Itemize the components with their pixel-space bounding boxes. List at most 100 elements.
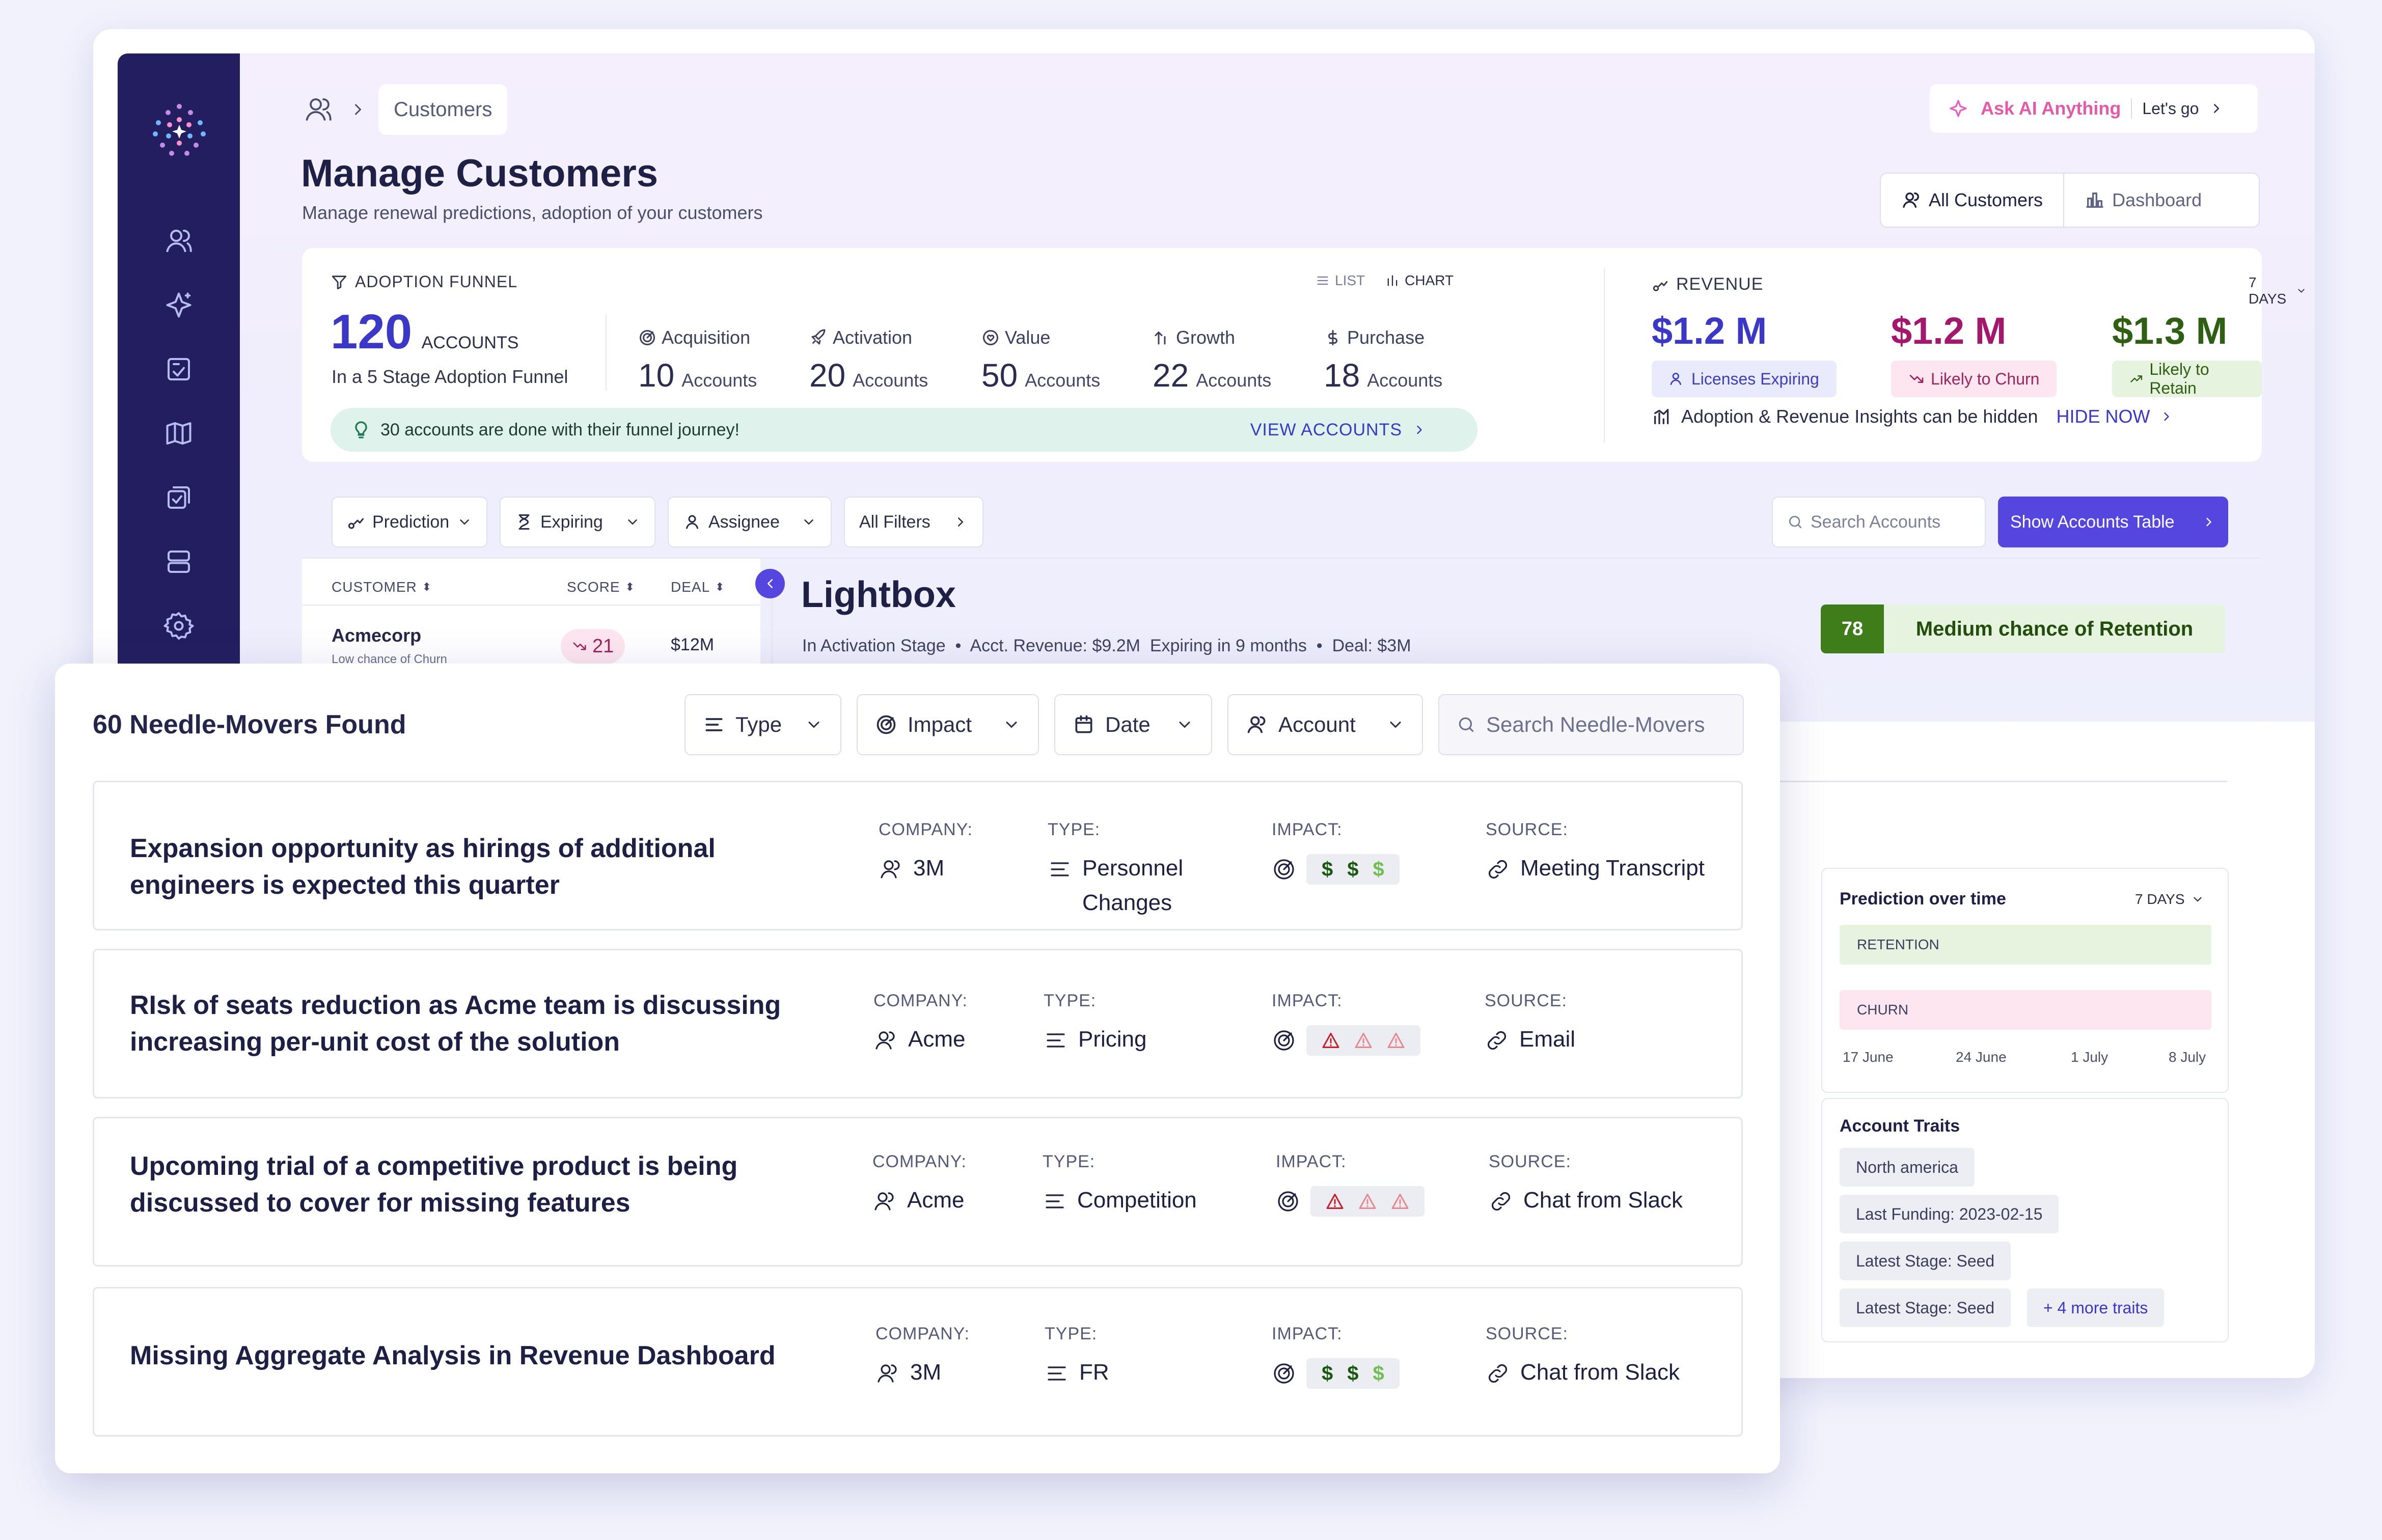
revenue-icon	[1653, 281, 1668, 291]
calendar-icon	[1075, 715, 1092, 733]
list-view-label: LIST	[1335, 272, 1365, 288]
list-view-button[interactable]: LIST	[1316, 272, 1365, 289]
stage-name: Activation	[833, 327, 913, 348]
stage-count: 18	[1324, 357, 1360, 394]
show-accounts-table-button[interactable]: Show Accounts Table	[1998, 497, 2228, 547]
column-customer[interactable]: CUSTOMER ⬍	[332, 579, 432, 595]
users-icon[interactable]	[303, 94, 334, 125]
chart-view-button[interactable]: CHART	[1385, 272, 1454, 289]
funnel-banner-text: 30 accounts are done with their funnel j…	[380, 420, 740, 439]
revenue-range-select[interactable]: 7 DAYS	[2249, 274, 2307, 307]
funnel-total-unit: ACCOUNTS	[421, 333, 519, 352]
customers-nav-icon[interactable]	[118, 221, 240, 261]
chevron-right-icon	[2209, 101, 2224, 116]
stage-unit: Accounts	[853, 370, 928, 391]
revenue-value: $1.3 M	[2112, 310, 2228, 352]
breadcrumb-current[interactable]: Customers	[378, 84, 508, 135]
trend-down-icon	[1909, 375, 1924, 383]
needle-mover-title: RIsk of seats reduction as Acme team is …	[130, 991, 781, 1057]
prediction-range-select[interactable]: 7 DAYS	[2135, 891, 2204, 908]
view-accounts-link[interactable]: VIEW ACCOUNTS	[1250, 420, 1402, 439]
tasks-nav-icon[interactable]	[118, 477, 240, 518]
revenue-value: $1.2 M	[1652, 310, 1767, 352]
impact-rating	[1306, 1025, 1420, 1056]
bar-chart-icon	[2086, 193, 2103, 208]
warning-icon	[1387, 1033, 1405, 1048]
link-icon	[1487, 1031, 1507, 1050]
stage-count: 20	[809, 357, 846, 394]
search-accounts-input[interactable]: Search Accounts	[1772, 497, 1986, 547]
stage-acquisition[interactable]: Acquisition 10 Accounts	[638, 327, 757, 394]
sidebar	[118, 53, 240, 695]
trend-up-icon	[2130, 375, 2143, 382]
stage-value[interactable]: Value 50 Accounts	[981, 327, 1100, 394]
table-row[interactable]: Acmecorp Low chance of Churn	[332, 625, 447, 667]
needle-mover-card[interactable]: RIsk of seats reduction as Acme team is …	[93, 949, 1743, 1098]
account-name: Lightbox	[801, 574, 956, 615]
stage-name: Purchase	[1347, 327, 1425, 348]
insights-hide-note: Adoption & Revenue Insights can be hidde…	[1652, 406, 2174, 427]
stage-activation[interactable]: Activation 20 Accounts	[809, 327, 928, 394]
column-deal[interactable]: DEAL ⬍	[671, 579, 725, 595]
stage-purchase[interactable]: Purchase 18 Accounts	[1324, 327, 1442, 394]
trait-chip: Last Funding: 2023-02-15	[1840, 1195, 2059, 1233]
collapse-table-button[interactable]	[755, 569, 785, 598]
hide-now-link[interactable]: HIDE NOW	[2056, 406, 2150, 427]
target-icon	[1278, 1191, 1298, 1212]
account-filter[interactable]: Account	[1227, 694, 1423, 755]
ask-ai-button[interactable]: Ask AI Anything Let's go	[1930, 84, 2258, 133]
impact-label: IMPACT:	[1276, 1152, 1347, 1171]
revenue-badge-label: Likely to Retain	[2149, 360, 2209, 397]
impact-filter[interactable]: Impact	[857, 694, 1039, 755]
chevron-down-icon	[808, 722, 819, 728]
customers-table: CUSTOMER ⬍ SCORE ⬍ DEAL ⬍ Acmecorp Low chan…	[302, 559, 760, 681]
impact-rating: $ $ $	[1306, 1358, 1400, 1389]
search-needle-movers-input[interactable]: Search Needle-Movers	[1438, 694, 1744, 755]
date-filter-label: Date	[1105, 712, 1151, 736]
stage-unit: Accounts	[1196, 370, 1272, 391]
revenue-likely-to-retain[interactable]: $1.3 M Likely to Retain	[2112, 309, 2262, 397]
tab-dashboard[interactable]: Dashboard	[2064, 174, 2222, 227]
date-tick: 1 July	[2071, 1049, 2109, 1065]
chevron-down-icon	[1179, 722, 1190, 728]
filter-funnel-icon	[332, 275, 347, 289]
column-score[interactable]: SCORE ⬍	[567, 579, 635, 595]
settings-nav-icon[interactable]	[118, 606, 240, 646]
impact-field: IMPACT:	[1276, 1152, 1425, 1217]
source-label: SOURCE:	[1486, 1324, 1568, 1343]
stage-growth[interactable]: Growth 22 Accounts	[1153, 327, 1271, 394]
revenue-licenses-expiring[interactable]: $1.2 M Licenses Expiring	[1652, 309, 1837, 397]
tab-all-customers[interactable]: All Customers	[1881, 174, 2065, 227]
prediction-filter[interactable]: Prediction	[332, 497, 487, 547]
app-logo[interactable]	[151, 102, 207, 158]
prediction-title: Prediction over time	[1840, 889, 2006, 909]
type-label: TYPE:	[1044, 991, 1097, 1010]
impact-label: IMPACT:	[1272, 1324, 1343, 1343]
revenue-likely-to-churn[interactable]: $1.2 M Likely to Churn	[1891, 309, 2057, 397]
insights-icon	[1654, 409, 1669, 424]
company-value: 3M	[910, 1360, 942, 1385]
type-filter[interactable]: Type	[685, 694, 841, 755]
needle-mover-card[interactable]: Missing Aggregate Analysis in Revenue Da…	[93, 1287, 1743, 1437]
chevron-right-icon	[2164, 412, 2169, 421]
lightbulb-icon	[355, 421, 367, 438]
row-score-value: 21	[592, 635, 614, 657]
needle-mover-card[interactable]: Expansion opportunity as hirings of addi…	[93, 781, 1743, 930]
ai-sparkle-nav-icon[interactable]	[118, 285, 240, 325]
all-filters-button[interactable]: All Filters	[844, 497, 983, 547]
map-nav-icon[interactable]	[118, 413, 240, 454]
assignee-filter[interactable]: Assignee	[668, 497, 832, 547]
needle-filters: Type Impact Date Account Search Needle-M…	[685, 694, 1744, 755]
source-field: SOURCE: Email	[1485, 991, 1575, 1057]
retention-score-value: 78	[1821, 604, 1884, 653]
more-traits-link[interactable]: + 4 more traits	[2027, 1288, 2165, 1327]
needle-mover-card[interactable]: Upcoming trial of a competitive product …	[93, 1117, 1743, 1267]
date-filter[interactable]: Date	[1054, 694, 1212, 755]
expiring-filter[interactable]: Expiring	[500, 497, 655, 547]
database-nav-icon[interactable]	[118, 541, 240, 582]
breadcrumb: Customers	[303, 84, 508, 135]
funnel-journey-banner: 30 accounts are done with their funnel j…	[331, 408, 1477, 452]
type-value: Competition	[1077, 1188, 1197, 1213]
retention-bar-label: RETENTION	[1857, 937, 1939, 952]
reports-nav-icon[interactable]	[118, 349, 240, 390]
